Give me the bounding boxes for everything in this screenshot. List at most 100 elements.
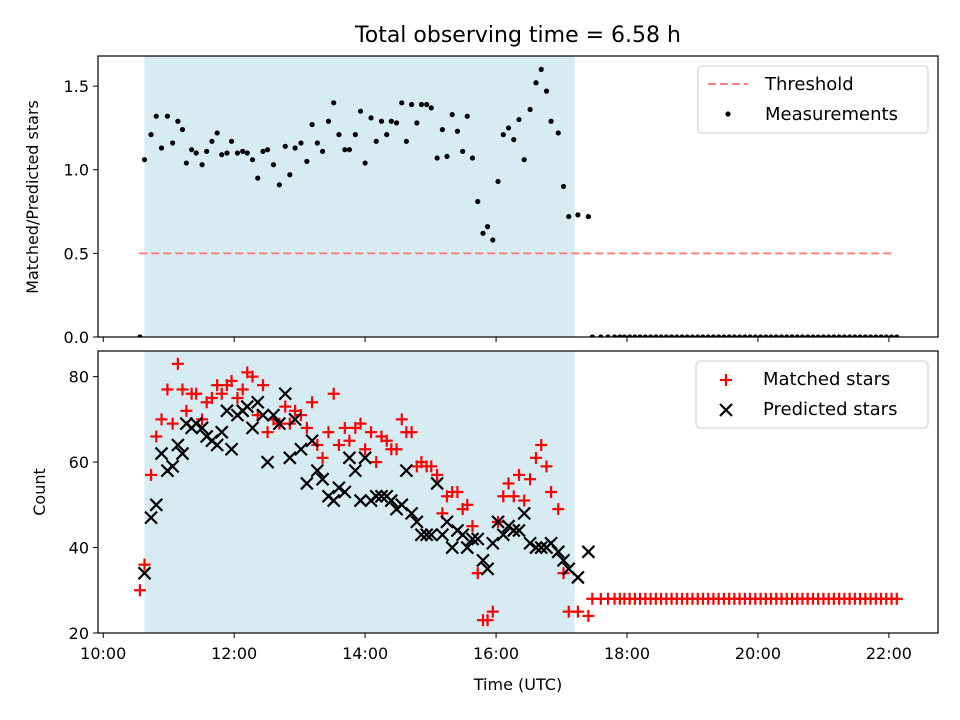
measurement-point — [219, 152, 225, 158]
matched-point — [231, 392, 244, 404]
measurement-point — [484, 224, 491, 230]
predicted-point — [210, 438, 224, 452]
predicted-point — [137, 566, 152, 580]
measurement-point — [204, 148, 210, 154]
x-tick-label: 18:00 — [604, 644, 650, 663]
measurement-point — [757, 334, 764, 337]
bottom-y-axis: 20 40 60 80 — [69, 368, 98, 643]
matched-point — [196, 413, 209, 426]
bottom-x-axis: 10:00 12:00 14:00 16:00 18:00 20:00 22:00 — [80, 633, 912, 663]
predicted-point — [353, 493, 368, 508]
predicted-point — [189, 416, 203, 431]
predicted-point — [517, 506, 531, 521]
measurement-point — [304, 158, 310, 164]
measurement-point — [752, 334, 758, 337]
measurement-point — [841, 334, 847, 337]
measurement-point — [799, 334, 806, 337]
matched-point — [380, 434, 393, 447]
measurement-point — [255, 175, 261, 181]
measurement-point — [346, 147, 353, 153]
measurement-point — [170, 140, 176, 146]
matched-point — [306, 396, 319, 409]
matched-point — [332, 439, 345, 451]
predicted-point — [358, 451, 372, 465]
matched-point — [190, 387, 203, 400]
measurement-point — [469, 155, 476, 161]
matched-point — [327, 387, 340, 400]
measurement-point — [598, 334, 604, 337]
predicted-point — [332, 480, 346, 495]
top-y-axis: 0.0 0.5 1.0 1.5 — [64, 77, 98, 347]
measurement-point — [287, 172, 293, 178]
matched-point — [497, 490, 510, 503]
top-legend-box — [697, 65, 929, 134]
matched-point — [205, 392, 218, 404]
x-tick-label: 14:00 — [342, 644, 388, 663]
measurement-point — [560, 183, 567, 190]
measurement-point — [505, 125, 512, 131]
measurement-point — [653, 334, 659, 337]
predicted-point — [496, 527, 511, 542]
x-tick-label: 22:00 — [866, 644, 912, 663]
matched-point — [466, 520, 479, 533]
y-tick-label: 1.5 — [64, 77, 89, 96]
matched-point — [370, 456, 383, 469]
predicted-point — [266, 408, 281, 422]
bottom-panel-frame — [97, 350, 939, 634]
bottom-legend: Matched stars Predicted stars — [695, 360, 929, 429]
y-tick-label: 60 — [69, 453, 89, 472]
predicted-point — [149, 498, 164, 512]
matched-point — [481, 614, 494, 627]
measurement-point — [153, 113, 159, 119]
legend-matched-swatch — [720, 374, 732, 386]
matched-point — [145, 468, 158, 481]
predicted-point — [165, 459, 180, 474]
predicted-point — [551, 545, 566, 559]
y-tick-label: 0.5 — [64, 244, 89, 263]
matched-point — [425, 460, 438, 473]
predicted-point — [556, 553, 571, 568]
measurement-point — [668, 334, 675, 337]
measurement-point — [137, 334, 143, 337]
predicted-point — [250, 395, 265, 410]
legend-measurements-label: Measurements — [765, 104, 898, 125]
measurement-point — [373, 138, 379, 144]
predicted-point — [175, 446, 190, 461]
y-tick-label: 80 — [69, 368, 89, 387]
top-legend: Threshold Measurements — [697, 65, 929, 134]
measurement-point — [418, 101, 425, 108]
predicted-point — [278, 386, 293, 401]
predicted-point — [348, 463, 363, 478]
matched-point — [133, 584, 146, 597]
matched-point — [512, 468, 525, 481]
measurement-point — [500, 132, 506, 138]
predicted-point — [404, 506, 419, 521]
predicted-point — [326, 493, 341, 508]
matched-point — [518, 494, 531, 507]
measurement-point — [778, 334, 785, 337]
matched-point — [225, 374, 238, 387]
matched-point — [171, 357, 184, 370]
measurement-point — [710, 334, 717, 337]
predicted-point — [220, 404, 234, 418]
matched-point — [150, 430, 163, 443]
measurement-point — [224, 150, 230, 156]
measurement-point — [270, 162, 277, 168]
matched-point — [502, 477, 515, 490]
measurement-point — [794, 334, 800, 337]
y-tick-label: 20 — [69, 624, 89, 643]
predicted-point — [315, 472, 330, 486]
matched-point — [552, 503, 565, 516]
matched-point — [365, 426, 378, 439]
matched-point — [343, 434, 356, 447]
observing-window-bottom — [144, 351, 575, 633]
measurement-point — [490, 237, 496, 243]
matched-point — [176, 383, 189, 396]
measurement-point — [399, 100, 405, 106]
matched-point — [300, 421, 313, 434]
bottom-panel: 10:00 12:00 14:00 16:00 18:00 20:00 22:00 20 40… — [30, 350, 939, 694]
measurement-point — [737, 334, 743, 337]
measurement-point — [815, 334, 821, 337]
measurement-point — [428, 105, 434, 111]
counts-series — [133, 357, 903, 627]
